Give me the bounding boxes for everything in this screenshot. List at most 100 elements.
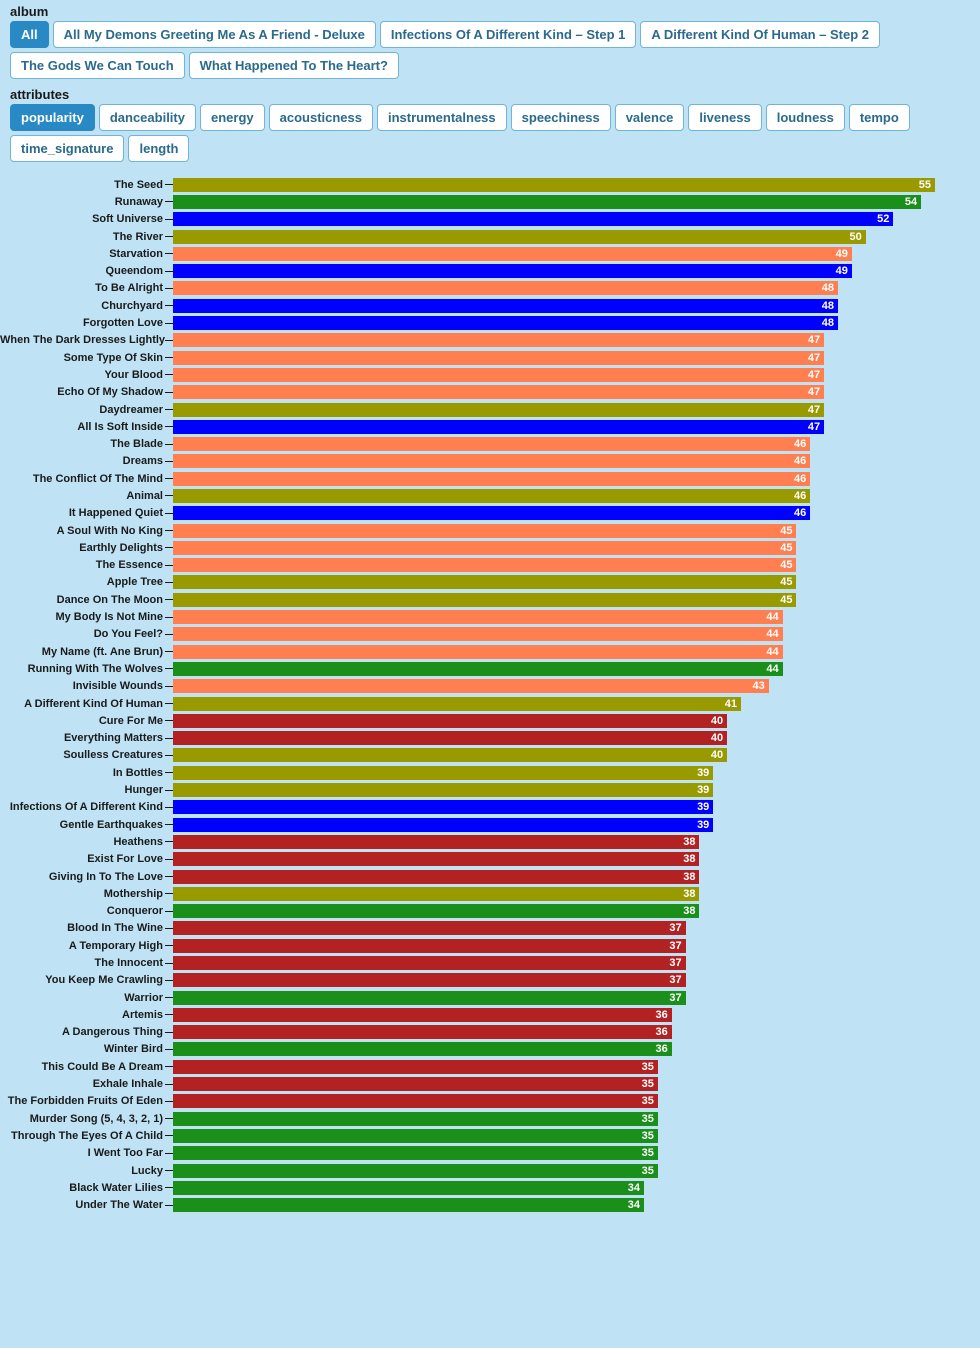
bar[interactable]: 35 (173, 1112, 658, 1126)
chart-bar-row: Queendom49 (0, 262, 980, 279)
bar[interactable]: 35 (173, 1164, 658, 1178)
bar[interactable]: 39 (173, 818, 713, 832)
bar-area: 41 (173, 697, 980, 711)
bar-value: 55 (919, 179, 931, 191)
bar[interactable]: 45 (173, 593, 796, 607)
bar-value: 41 (725, 698, 737, 710)
track-label: Hunger (0, 784, 165, 796)
bar[interactable]: 35 (173, 1094, 658, 1108)
bar[interactable]: 34 (173, 1198, 644, 1212)
attribute-filter-button[interactable]: length (128, 135, 189, 162)
bar[interactable]: 44 (173, 662, 783, 676)
bar[interactable]: 35 (173, 1146, 658, 1160)
bar[interactable]: 44 (173, 645, 783, 659)
attribute-filter-button[interactable]: popularity (10, 104, 95, 131)
bar[interactable]: 37 (173, 921, 686, 935)
attribute-filter-button[interactable]: loudness (766, 104, 845, 131)
album-filter-button[interactable]: The Gods We Can Touch (10, 52, 185, 79)
track-label: I Went Too Far (0, 1147, 165, 1159)
album-filter-button[interactable]: A Different Kind Of Human – Step 2 (640, 21, 880, 48)
attribute-filter-button[interactable]: time_signature (10, 135, 124, 162)
axis-tick (165, 772, 173, 773)
bar[interactable]: 35 (173, 1129, 658, 1143)
track-label: The Blade (0, 438, 165, 450)
bar[interactable]: 47 (173, 368, 824, 382)
attribute-filter-button[interactable]: speechiness (511, 104, 611, 131)
bar[interactable]: 48 (173, 281, 838, 295)
bar-value: 35 (642, 1095, 654, 1107)
track-label: Dance On The Moon (0, 594, 165, 606)
bar[interactable]: 46 (173, 472, 810, 486)
bar[interactable]: 37 (173, 956, 686, 970)
bar[interactable]: 48 (173, 316, 838, 330)
bar[interactable]: 38 (173, 852, 699, 866)
album-filter-button[interactable]: All (10, 21, 49, 48)
chart-bar-row: Conqueror 38 (0, 902, 980, 919)
bar[interactable]: 48 (173, 299, 838, 313)
track-label: Conqueror (0, 905, 165, 917)
bar-area: 44 (173, 662, 980, 676)
attribute-filter-button[interactable]: danceability (99, 104, 196, 131)
track-label: Echo Of My Shadow (0, 386, 165, 398)
bar[interactable]: 36 (173, 1008, 672, 1022)
bar[interactable]: 46 (173, 506, 810, 520)
bar[interactable]: 37 (173, 939, 686, 953)
bar[interactable]: 38 (173, 904, 699, 918)
bar[interactable]: 47 (173, 385, 824, 399)
bar[interactable]: 37 (173, 973, 686, 987)
attribute-filter-button[interactable]: acousticness (269, 104, 373, 131)
bar[interactable]: 35 (173, 1060, 658, 1074)
album-filter-button[interactable]: What Happened To The Heart? (189, 52, 399, 79)
attribute-filter-button[interactable]: tempo (849, 104, 910, 131)
bar[interactable]: 43 (173, 679, 769, 693)
attribute-filter-button[interactable]: energy (200, 104, 265, 131)
bar[interactable]: 47 (173, 333, 824, 347)
bar[interactable]: 37 (173, 991, 686, 1005)
bar[interactable]: 38 (173, 887, 699, 901)
bar-value: 35 (642, 1130, 654, 1142)
bar[interactable]: 50 (173, 230, 866, 244)
bar[interactable]: 34 (173, 1181, 644, 1195)
bar[interactable]: 38 (173, 835, 699, 849)
bar-value: 36 (656, 1026, 668, 1038)
bar[interactable]: 47 (173, 403, 824, 417)
bar[interactable]: 49 (173, 247, 852, 261)
bar[interactable]: 45 (173, 524, 796, 538)
bar[interactable]: 45 (173, 558, 796, 572)
track-label: Your Blood (0, 369, 165, 381)
album-filter-button[interactable]: All My Demons Greeting Me As A Friend - … (53, 21, 376, 48)
bar[interactable]: 45 (173, 575, 796, 589)
chart-bar-row: The Innocent37 (0, 954, 980, 971)
axis-tick (165, 513, 173, 514)
album-filter-button[interactable]: Infections Of A Different Kind – Step 1 (380, 21, 637, 48)
bar[interactable]: 35 (173, 1077, 658, 1091)
bar[interactable]: 40 (173, 748, 727, 762)
attribute-filter-button[interactable]: liveness (688, 104, 761, 131)
bar[interactable]: 44 (173, 610, 783, 624)
bar[interactable]: 45 (173, 541, 796, 555)
bar[interactable]: 40 (173, 731, 727, 745)
bar[interactable]: 39 (173, 783, 713, 797)
bar[interactable]: 47 (173, 420, 824, 434)
chart-bar-row: It Happened Quiet46 (0, 505, 980, 522)
attribute-filter-button[interactable]: instrumentalness (377, 104, 507, 131)
attribute-filter-button[interactable]: valence (615, 104, 685, 131)
bar[interactable]: 49 (173, 264, 852, 278)
bar[interactable]: 54 (173, 195, 921, 209)
bar[interactable]: 55 (173, 178, 935, 192)
bar[interactable]: 39 (173, 766, 713, 780)
bar-area: 37 (173, 939, 980, 953)
bar[interactable]: 44 (173, 627, 783, 641)
bar[interactable]: 47 (173, 351, 824, 365)
bar[interactable]: 36 (173, 1042, 672, 1056)
bar[interactable]: 40 (173, 714, 727, 728)
bar[interactable]: 38 (173, 870, 699, 884)
bar[interactable]: 41 (173, 697, 741, 711)
bar[interactable]: 52 (173, 212, 893, 226)
bar[interactable]: 39 (173, 800, 713, 814)
chart-bar-row: Earthly Delights45 (0, 539, 980, 556)
bar[interactable]: 36 (173, 1025, 672, 1039)
bar[interactable]: 46 (173, 489, 810, 503)
bar[interactable]: 46 (173, 437, 810, 451)
bar[interactable]: 46 (173, 454, 810, 468)
